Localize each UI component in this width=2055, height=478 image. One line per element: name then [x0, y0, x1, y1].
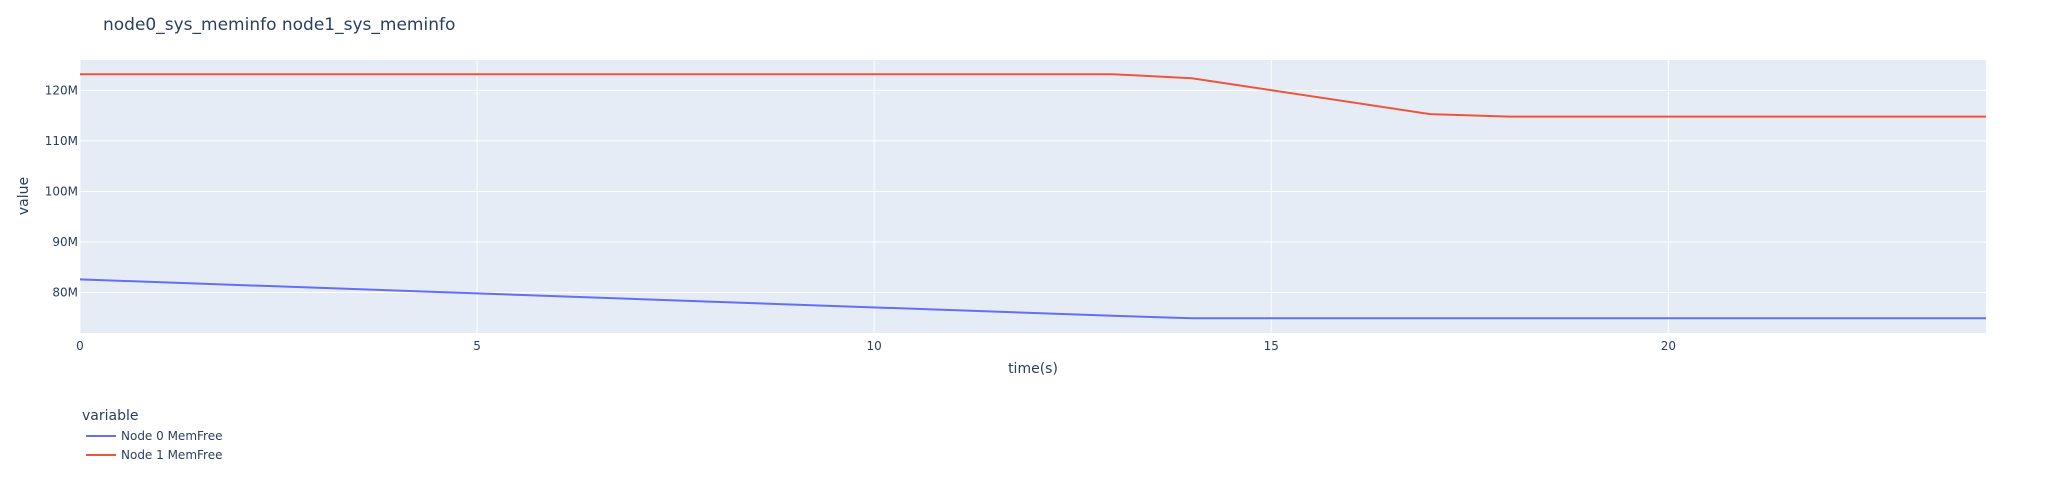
series-lines [79, 73, 1986, 320]
y-tick-label: 120M [45, 83, 78, 97]
y-tick-label: 90M [52, 235, 78, 249]
x-axis-title: time(s) [1008, 361, 1058, 377]
y-tick-label: 80M [52, 286, 78, 300]
y-tick-label: 100M [45, 184, 78, 198]
series-line-0 [79, 278, 1986, 320]
plot-background [80, 60, 1986, 333]
y-tick-labels: 80M 90M 100M 110M 120M [45, 83, 78, 299]
y-tick-label: 110M [45, 134, 78, 148]
legend-label: Node 1 MemFree [121, 448, 222, 462]
legend[interactable]: variable Node 0 MemFree Node 1 MemFree [82, 408, 222, 462]
x-tick-label: 10 [867, 339, 882, 353]
x-tick-labels: 0 5 10 15 20 [76, 339, 1676, 353]
legend-item[interactable]: Node 1 MemFree [86, 448, 222, 462]
x-tick-label: 0 [76, 339, 84, 353]
grid-lines [79, 60, 1986, 333]
x-tick-label: 20 [1661, 339, 1676, 353]
legend-label: Node 0 MemFree [121, 429, 222, 443]
legend-item[interactable]: Node 0 MemFree [86, 429, 222, 443]
x-tick-label: 15 [1264, 339, 1279, 353]
legend-title: variable [82, 408, 138, 424]
chart-title: node0_sys_meminfo node1_sys_meminfo [103, 15, 455, 35]
y-axis-title: value [16, 177, 32, 215]
x-tick-label: 5 [473, 339, 481, 353]
series-line-1 [80, 73, 1986, 118]
